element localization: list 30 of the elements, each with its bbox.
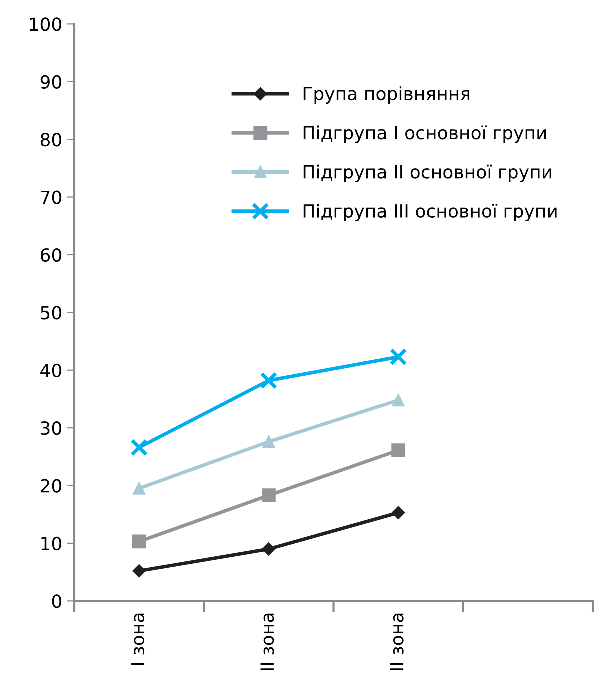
- point: [392, 506, 406, 520]
- x-tick-label: I зона: [131, 614, 145, 666]
- legend-label: Підгрупа II основної групи: [304, 164, 552, 182]
- legend-label: Підгрупа I основної групи: [304, 126, 546, 144]
- y-tick-label: 70: [41, 190, 62, 204]
- point: [133, 482, 146, 495]
- point: [132, 564, 146, 578]
- y-tick-label: 80: [40, 133, 62, 147]
- point: [130, 439, 148, 456]
- y-tick-label: 10: [42, 536, 62, 551]
- y-tick-label: 30: [41, 422, 62, 436]
- y-tick-label: 0: [52, 594, 62, 608]
- point: [392, 444, 406, 458]
- point: [260, 372, 278, 390]
- legend-label: Підгрупа III основної групи: [304, 204, 557, 222]
- x-tick-label: II зона: [260, 614, 274, 670]
- point: [262, 542, 276, 556]
- point: [262, 488, 276, 503]
- point: [262, 436, 276, 448]
- point: [132, 534, 146, 549]
- point: [392, 394, 405, 407]
- y-tick-label: 40: [40, 364, 62, 378]
- y-tick-label: 90: [40, 75, 62, 89]
- y-tick-label: 50: [41, 306, 62, 320]
- x-tick-label: II зона: [390, 614, 404, 670]
- y-tick-label: 20: [41, 479, 62, 493]
- y-tick-label: 100: [30, 18, 62, 32]
- point: [390, 348, 408, 366]
- y-tick-label: 60: [40, 248, 62, 262]
- legend-label: Група порівняння: [304, 86, 470, 104]
